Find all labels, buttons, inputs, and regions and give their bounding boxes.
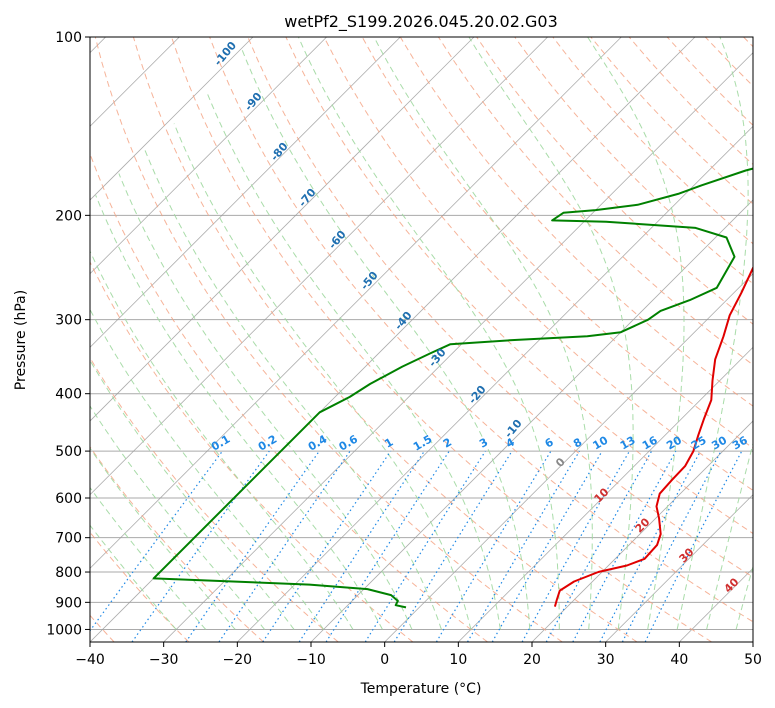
dry-adiabat — [90, 260, 414, 642]
mixing-ratio-line — [435, 450, 552, 642]
mixing-ratio-line — [364, 450, 486, 642]
x-tick-label: 10 — [449, 652, 467, 668]
moist-adiabat — [676, 37, 749, 630]
x-axis-title: Temperature (°C) — [360, 681, 482, 697]
background-lines — [90, 37, 753, 642]
moist-adiabat — [373, 37, 593, 630]
y-axis: 100 200 300 400 500 600 700 800 900 1000 — [46, 30, 90, 638]
moist-adiabat — [90, 405, 265, 630]
mixing-ratio-line — [599, 450, 702, 642]
dry-adiabat — [209, 37, 753, 623]
y-tick-label: 400 — [55, 387, 82, 403]
isotherm-line — [384, 273, 753, 642]
moist-adiabat — [241, 49, 531, 630]
mixing-ratio-line — [393, 450, 513, 642]
mixing-ratio-line — [262, 450, 392, 642]
x-tick-label: −10 — [296, 652, 326, 668]
y-tick-label: 200 — [55, 208, 82, 224]
dry-adiabat — [171, 37, 712, 642]
y-tick-label: 800 — [55, 565, 82, 581]
moist-adiabat — [173, 123, 472, 630]
moist-adiabat — [90, 308, 324, 630]
dry-adiabat — [90, 446, 264, 642]
mixing-ratio-line — [572, 450, 677, 642]
moist-adiabat — [297, 37, 560, 630]
dry-adiabat — [323, 37, 753, 491]
isotherm-line — [90, 37, 475, 422]
isotherm-line — [605, 494, 753, 642]
series-layer — [152, 167, 753, 609]
plot-area — [90, 37, 753, 642]
mixing-ratio-line — [466, 450, 580, 642]
chart-title: wetPf2_S199.2026.045.20.02.G03 — [284, 12, 558, 32]
dewpoint-line — [152, 167, 753, 609]
dry-adiabat — [247, 37, 753, 578]
mixing-ratio-line — [298, 450, 425, 642]
moist-adiabat — [90, 524, 177, 630]
moist-adiabat — [735, 564, 753, 630]
y-tick-label: 1000 — [46, 622, 82, 638]
moist-adiabat — [90, 359, 295, 630]
moist-adiabat — [90, 447, 236, 630]
isotherm-line — [90, 37, 254, 201]
moist-adiabat — [587, 37, 685, 630]
dry-adiabat — [476, 37, 753, 325]
moist-adiabat — [144, 149, 442, 630]
x-tick-label: −20 — [223, 652, 253, 668]
y-tick-label: 900 — [55, 595, 82, 611]
isotherm-line — [90, 37, 548, 496]
dry-adiabat — [514, 37, 753, 285]
moist-adiabat — [90, 250, 354, 630]
x-tick-label: 40 — [670, 652, 688, 668]
x-tick-label: −40 — [75, 652, 105, 668]
x-tick-label: −30 — [149, 652, 179, 668]
dry-adiabat — [285, 37, 753, 535]
moist-adiabat — [118, 173, 413, 630]
y-tick-label: 500 — [55, 444, 82, 460]
moist-adiabat — [95, 195, 383, 630]
y-axis-title: Pressure (hPa) — [13, 290, 29, 390]
moist-adiabat — [90, 486, 207, 630]
isotherm-line — [531, 420, 753, 642]
moist-adiabat — [207, 94, 501, 630]
y-tick-label: 300 — [55, 313, 82, 329]
x-tick-label: 20 — [523, 652, 541, 668]
x-tick-label: 50 — [744, 652, 762, 668]
x-tick-label: 0 — [380, 652, 389, 668]
mixing-ratio-line — [325, 450, 450, 642]
mixing-ratio-line — [185, 450, 320, 642]
temperature-line — [553, 266, 753, 607]
y-tick-label: 700 — [55, 531, 82, 547]
isotherm-line — [752, 641, 753, 642]
moist-adiabat — [706, 441, 753, 630]
moist-adiabat — [468, 37, 634, 630]
isotherm-line — [458, 346, 753, 642]
x-tick-label: 30 — [597, 652, 615, 668]
plot-frame — [89, 36, 754, 643]
isotherm-line — [90, 37, 622, 569]
x-axis: −40 −30 −20 −10 0 10 20 30 40 50 — [75, 642, 762, 668]
isotherm-line — [90, 37, 401, 348]
isotherm-line — [163, 52, 753, 642]
dry-adiabat — [94, 37, 563, 642]
isotherm-line — [90, 37, 327, 275]
mixing-ratio-line — [218, 450, 351, 642]
y-tick-label: 600 — [55, 491, 82, 507]
y-tick-label: 100 — [55, 30, 82, 46]
dry-adiabat — [132, 37, 638, 642]
